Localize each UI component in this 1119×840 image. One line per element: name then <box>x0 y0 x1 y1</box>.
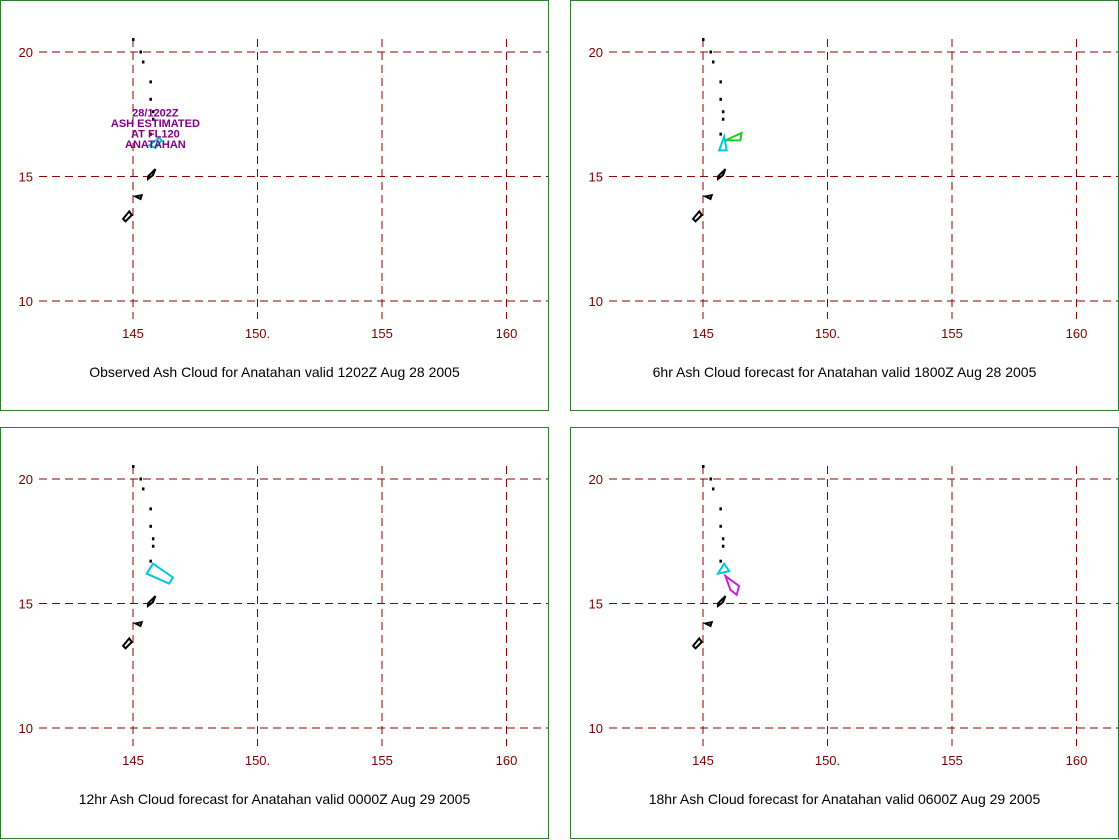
lon-tick-label: 160 <box>1066 753 1088 768</box>
lon-tick-label: 145 <box>122 326 144 341</box>
island-marker <box>139 50 142 54</box>
island-marker <box>149 132 152 136</box>
island-marker <box>709 50 712 54</box>
island-marker <box>149 80 152 84</box>
lon-tick-label: 155 <box>371 753 393 768</box>
island-marker <box>702 38 705 42</box>
island-outline <box>146 595 157 608</box>
lon-tick-label: 160 <box>496 753 518 768</box>
lon-tick-label: 150. <box>245 753 270 768</box>
panel-title: 12hr Ash Cloud forecast for Anatahan val… <box>78 791 471 807</box>
island-marker <box>719 524 722 528</box>
panel-title: Observed Ash Cloud for Anatahan valid 12… <box>89 364 460 380</box>
island-marker <box>719 559 722 563</box>
ash-cloud-polygon <box>147 136 163 150</box>
island-marker <box>151 537 155 541</box>
ash-cloud-polygon <box>715 561 731 576</box>
island-marker <box>141 60 145 64</box>
island-outline <box>132 193 144 201</box>
ash-annotation-line: ANATAHAN <box>125 139 186 151</box>
island-outline <box>146 168 157 181</box>
island-marker <box>149 524 152 528</box>
island-marker <box>721 544 725 548</box>
island-marker <box>149 97 152 101</box>
island-outline <box>691 209 704 223</box>
island-marker <box>139 477 142 481</box>
map-panel-12hr: 20 15 10 145 150. 155 160 12hr Ash Cloud forec… <box>0 427 549 839</box>
lat-tick-label: 15 <box>589 170 603 185</box>
island-outline <box>121 209 134 223</box>
lat-tick-label: 10 <box>19 721 33 736</box>
island-marker <box>151 544 155 548</box>
island-marker <box>719 80 722 84</box>
island-outline <box>716 168 727 181</box>
lat-tick-label: 20 <box>589 45 603 60</box>
lat-tick-label: 20 <box>19 45 33 60</box>
island-outline <box>121 636 134 650</box>
island-marker <box>711 487 715 491</box>
island-marker <box>141 487 145 491</box>
lat-tick-label: 20 <box>19 472 33 487</box>
island-marker <box>721 110 725 114</box>
island-marker <box>151 117 155 121</box>
island-marker <box>149 507 152 511</box>
ash-cloud-polygon <box>723 573 741 597</box>
island-marker <box>151 110 155 114</box>
lat-tick-label: 10 <box>19 294 33 309</box>
lat-tick-label: 15 <box>589 597 603 612</box>
ash-cloud-polygon <box>717 132 728 152</box>
island-outline <box>132 620 144 628</box>
lon-tick-label: 155 <box>371 326 393 341</box>
lat-tick-label: 15 <box>19 597 33 612</box>
lon-tick-label: 155 <box>941 326 963 341</box>
lon-tick-label: 145 <box>122 753 144 768</box>
island-marker <box>149 559 152 563</box>
map-canvas: 20 15 10 145 150. 155 160 <box>19 465 548 768</box>
island-marker <box>721 117 725 121</box>
lon-tick-label: 150. <box>815 326 840 341</box>
lon-tick-label: 150. <box>815 753 840 768</box>
island-outline <box>702 193 714 201</box>
ash-annotation-line: 28/1202Z <box>132 107 179 119</box>
lon-tick-label: 155 <box>941 753 963 768</box>
island-outline <box>691 636 704 650</box>
island-marker <box>721 537 725 541</box>
map-panel-18hr: 20 15 10 145 150. 155 160 18hr Ash Cloud forec… <box>570 427 1119 839</box>
panel-title: 18hr Ash Cloud forecast for Anatahan val… <box>648 791 1041 807</box>
ash-annotation-line: AT FL120 <box>131 128 180 140</box>
lat-tick-label: 20 <box>589 472 603 487</box>
island-marker <box>719 507 722 511</box>
island-marker <box>709 477 712 481</box>
island-outline <box>716 595 727 608</box>
map-panel-observed: 20 15 10 145 150. 155 160 28/1202Z ASH ESTIMATED… <box>0 0 549 411</box>
ash-cloud-polygon <box>724 131 743 142</box>
lon-tick-label: 160 <box>496 326 518 341</box>
island-outline <box>702 620 714 628</box>
island-marker <box>719 97 722 101</box>
lon-tick-label: 145 <box>692 753 714 768</box>
island-marker <box>711 60 715 64</box>
map-canvas: 20 15 10 145 150. 155 160 <box>589 38 1118 341</box>
island-marker <box>132 38 135 42</box>
lon-tick-label: 160 <box>1066 326 1088 341</box>
panel-title: 6hr Ash Cloud forecast for Anatahan vali… <box>652 364 1037 380</box>
ash-cloud-polygon <box>145 562 175 585</box>
island-marker <box>702 465 705 469</box>
island-marker <box>132 465 135 469</box>
island-marker <box>719 132 722 136</box>
map-panel-6hr: 20 15 10 145 150. 155 160 6hr Ash Cloud foreca… <box>570 0 1119 411</box>
lat-tick-label: 10 <box>589 721 603 736</box>
lon-tick-label: 145 <box>692 326 714 341</box>
lon-tick-label: 150. <box>245 326 270 341</box>
lat-tick-label: 10 <box>589 294 603 309</box>
map-canvas: 20 15 10 145 150. 155 160 <box>589 465 1118 768</box>
ash-annotation-line: ASH ESTIMATED <box>111 118 200 130</box>
lat-tick-label: 15 <box>19 170 33 185</box>
